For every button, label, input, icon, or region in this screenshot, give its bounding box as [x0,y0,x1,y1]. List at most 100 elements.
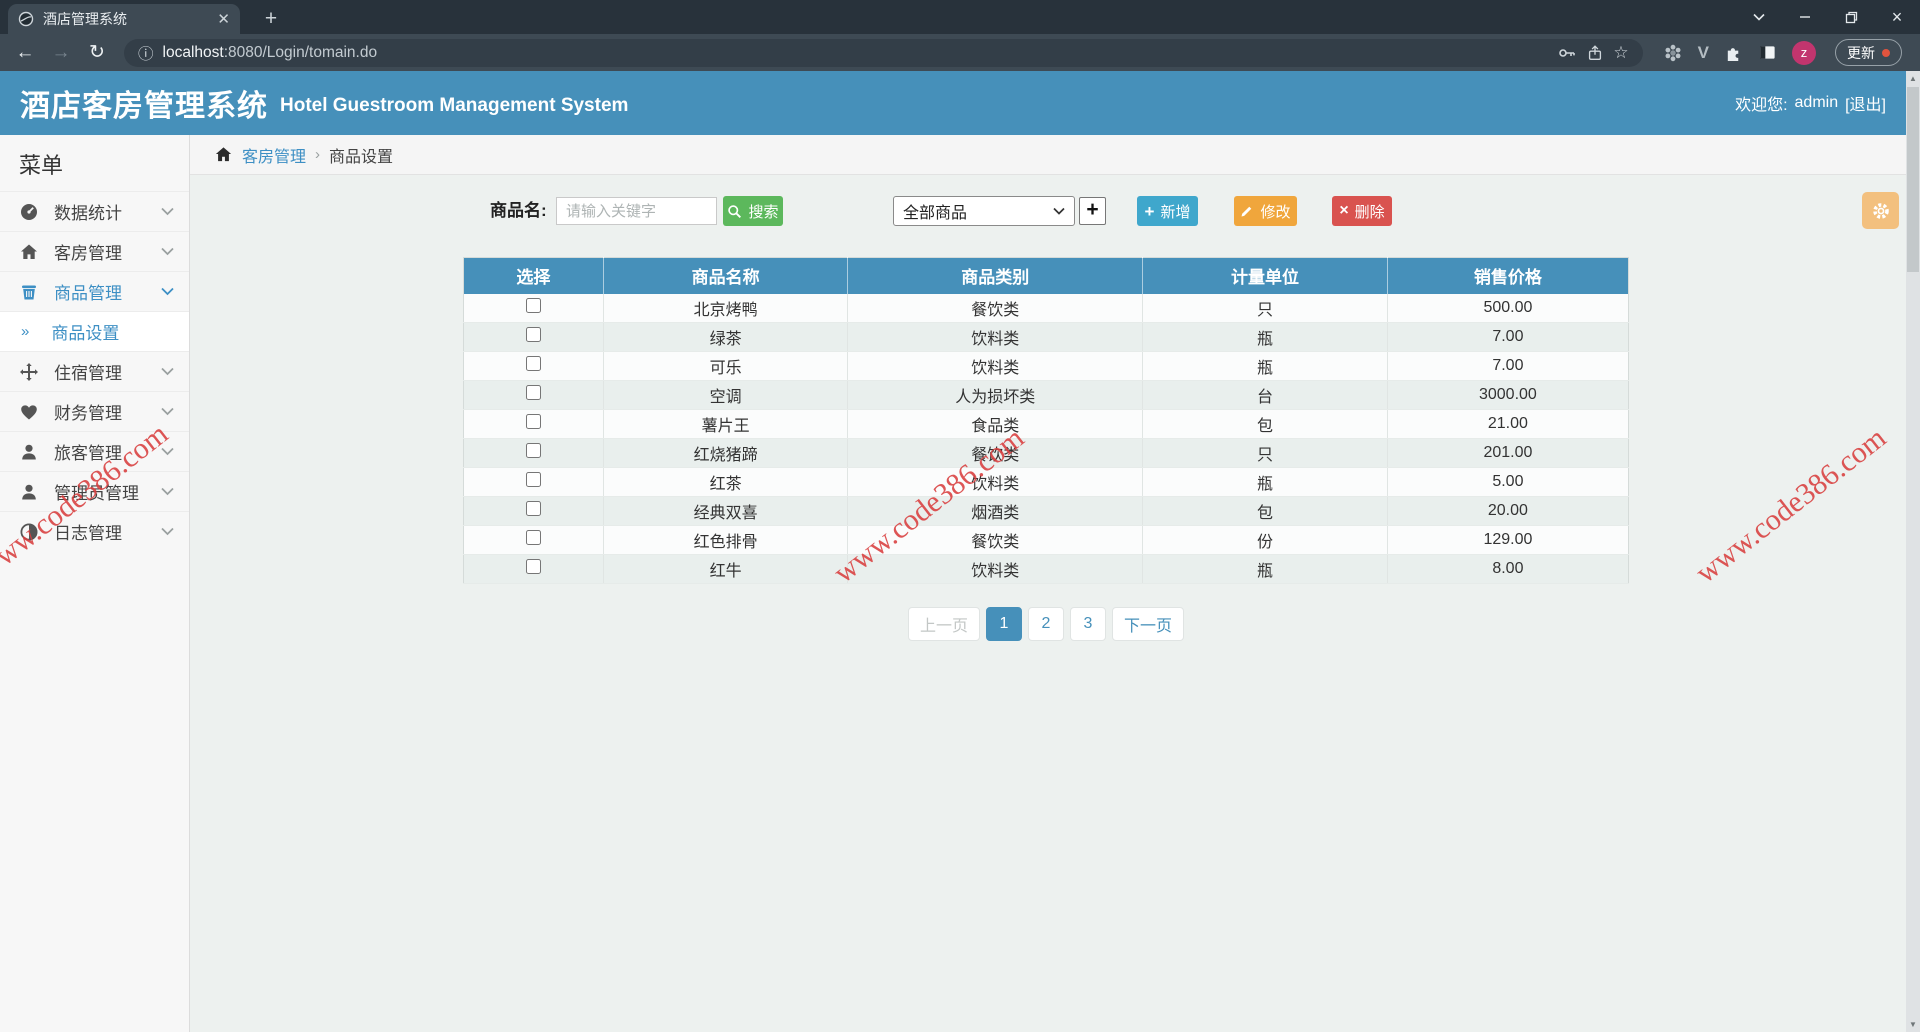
pagination-prev-button[interactable]: 上一页 [907,607,980,641]
cell-name: 北京烤鸭 [603,293,849,323]
sidebar-item-admins[interactable]: 管理员管理 [0,471,189,511]
breadcrumb-level1[interactable]: 客房管理 [242,148,307,166]
side-panel-icon[interactable] [1758,43,1777,62]
url-text: localhost:8080/Login/tomain.do [163,44,378,62]
sidebar-item-label: 商品管理 [54,284,122,303]
chevron-down-icon [161,527,174,536]
chevron-down-icon [161,247,174,256]
settings-gear-button[interactable] [1862,192,1899,229]
new-tab-button[interactable]: + [264,7,278,30]
share-icon[interactable] [1586,44,1604,62]
edit-button[interactable]: 修改 [1234,196,1297,226]
page-info-icon[interactable]: ⓘ [138,45,154,63]
extension-flower-icon[interactable] [1663,43,1683,63]
tab-close-icon[interactable]: ✕ [217,10,230,28]
cell-category: 食品类 [847,409,1144,439]
product-name-label: 商品名: [490,201,547,220]
browser-tab[interactable]: 酒店管理系统 ✕ [8,4,240,34]
row-checkbox[interactable] [525,559,541,574]
sidebar-item-rooms[interactable]: 客房管理 [0,231,189,271]
sidebar-item-guests[interactable]: 旅客管理 [0,431,189,471]
select-chevron-icon [1053,207,1065,215]
chevron-down-icon [161,207,174,216]
cell-category: 餐饮类 [847,293,1144,323]
adjust-contrast-icon [19,522,39,542]
cell-name: 红牛 [603,554,849,584]
page-scrollbar[interactable]: ▲ ▼ [1906,71,1920,1032]
user-icon [19,442,39,462]
col-header-select: 选择 [463,257,604,294]
add-button[interactable]: + 新增 [1137,196,1198,226]
row-checkbox[interactable] [525,327,541,342]
window-restore-icon[interactable] [1828,0,1874,34]
sidebar-menu-title: 菜单 [19,153,64,178]
cell-unit: 份 [1142,525,1388,555]
sidebar-item-products[interactable]: 商品管理 [0,271,189,311]
welcome-label: 欢迎您: [1735,97,1788,114]
search-input[interactable] [556,197,717,225]
row-checkbox[interactable] [525,414,541,429]
scrollbar-thumb[interactable] [1907,87,1919,272]
sidebar-item-label: 数据统计 [54,204,122,223]
row-checkbox[interactable] [525,443,541,458]
update-label: 更新 [1847,44,1875,61]
reload-icon[interactable]: ↻ [89,42,105,63]
breadcrumb: 客房管理 › 商品设置 [190,135,1906,175]
cell-category: 饮料类 [847,554,1144,584]
browser-update-button[interactable]: 更新 [1835,39,1902,66]
extension-icons: V z 更新 [1655,39,1910,66]
back-icon[interactable]: ← [15,41,35,63]
extension-puzzle-icon[interactable] [1724,43,1743,62]
main-area: 菜单 数据统计 客房管理 [0,135,1906,1032]
x-icon: × [1339,202,1349,219]
pagination-page-3[interactable]: 3 [1070,607,1106,641]
row-checkbox[interactable] [525,297,541,313]
user-icon [19,482,39,502]
password-key-icon[interactable] [1557,43,1577,63]
window-close-icon[interactable]: × [1891,6,1903,27]
plus-icon: + [1144,201,1155,221]
table-row: 可乐 饮料类 瓶 7.00 [463,351,1629,381]
sidebar-item-lodging[interactable]: 住宿管理 [0,351,189,391]
table-row: 薯片王 食品类 包 21.00 [463,409,1629,439]
row-checkbox[interactable] [525,385,541,400]
window-menu-chevron-icon[interactable] [1736,0,1782,34]
breadcrumb-home-icon[interactable] [214,145,233,164]
pagination-next-button[interactable]: 下一页 [1112,607,1185,641]
sidebar-item-statistics[interactable]: 数据统计 [0,191,189,231]
update-alert-dot [1882,48,1890,57]
sidebar-item-logs[interactable]: 日志管理 [0,511,189,551]
row-checkbox[interactable] [525,472,541,487]
bookmark-star-icon[interactable]: ☆ [1613,42,1629,62]
pagination-page-2[interactable]: 2 [1028,607,1064,641]
cell-price: 3000.00 [1387,380,1629,410]
sidebar-item-finance[interactable]: 财务管理 [0,391,189,431]
row-checkbox[interactable] [525,356,541,371]
url-omnibox[interactable]: ⓘ localhost:8080/Login/tomain.do ☆ [124,38,1643,67]
logout-link[interactable]: [退出] [1845,97,1886,114]
cell-unit: 台 [1142,380,1388,410]
extension-v-icon[interactable]: V [1697,42,1709,62]
scrollbar-up-arrow-icon[interactable]: ▲ [1909,74,1917,83]
profile-avatar[interactable]: z [1792,40,1816,65]
category-select[interactable]: 全部商品 [893,196,1075,226]
window-controls: × [1736,0,1920,34]
pagination-page-1[interactable]: 1 [986,607,1022,641]
gear-icon [1870,200,1892,222]
table-header-row: 选择 商品名称 商品类别 计量单位 销售价格 [463,257,1629,294]
search-button[interactable]: 搜索 [723,196,783,226]
col-header-category: 商品类别 [847,257,1144,294]
forward-icon[interactable]: → [51,41,71,63]
table-row: 空调 人为损坏类 台 3000.00 [463,380,1629,410]
delete-button[interactable]: × 删除 [1332,196,1392,226]
window-minimize-icon[interactable] [1782,0,1828,34]
search-button-label: 搜索 [748,203,779,221]
table-row: 红色排骨 餐饮类 份 129.00 [463,525,1629,555]
cell-unit: 包 [1142,409,1388,439]
sidebar-subitem-product-settings[interactable]: » 商品设置 [0,311,189,351]
row-checkbox[interactable] [525,530,541,545]
cell-category: 饮料类 [847,351,1144,381]
row-checkbox[interactable] [525,501,541,516]
add-category-button[interactable]: + [1079,197,1106,225]
scrollbar-down-arrow-icon[interactable]: ▼ [1909,1020,1917,1029]
